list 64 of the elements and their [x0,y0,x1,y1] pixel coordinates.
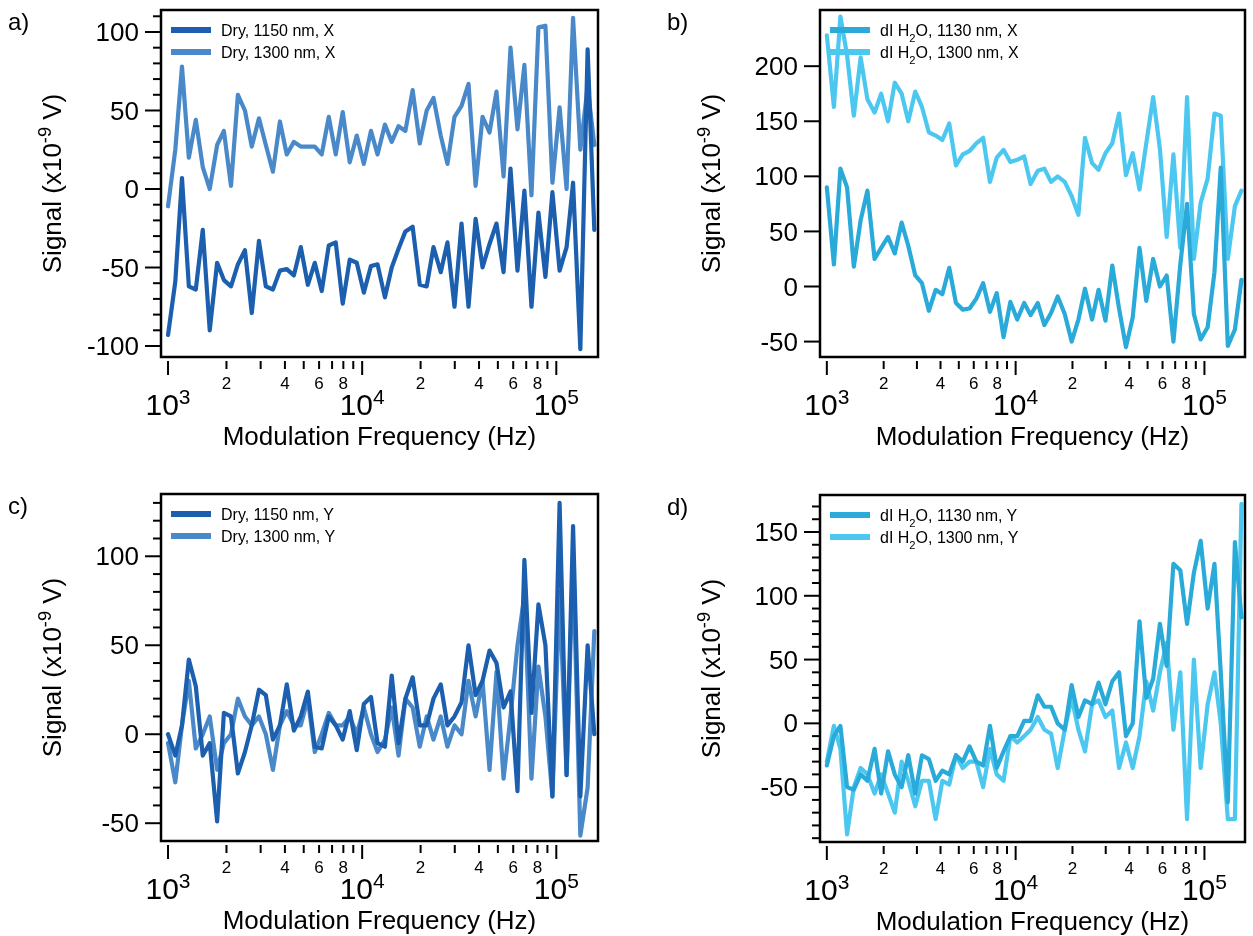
text: 2 [221,858,232,877]
y-tick-label: 200 [754,51,798,82]
y-tick-label: 50 [110,630,139,661]
x-axis-title: Modulation Frequency (Hz) [222,905,537,935]
text: 6 [314,374,324,393]
legend-label: Dry, 1150 nm, X [221,21,335,39]
y-tick-label: -50 [101,808,139,839]
x-tick-label: 10$^{3}$ [145,868,191,905]
text: 4 [280,858,290,877]
text: 2 [415,374,426,393]
text: 6 [508,374,518,393]
text: 4 [474,858,484,877]
x-axis-title: Modulation Frequency (Hz) [875,421,1190,451]
text: 2 [878,859,889,878]
x-tick-label: 10$^{3}$ [145,384,191,421]
legend-label: Dry, 1300 nm, X [221,43,336,61]
text: 4 [1124,859,1135,878]
legend-label: dI H$_{2}$O, 1130 nm, Y [880,506,1018,529]
y-tick-label: -50 [101,252,139,283]
text: 4 [474,374,484,393]
y-tick-label: 100 [95,17,139,48]
y-tick-label: 50 [769,644,798,675]
y-tick-label: 50 [110,95,139,126]
y-tick-label: -50 [760,326,798,357]
legend-label: dI H$_{2}$O, 1300 nm, X [880,43,1020,66]
y-tick-label: 150 [754,106,798,137]
text: 6 [314,858,324,877]
y-tick-label: 0 [783,708,798,739]
legend-label: dI H$_{2}$O, 1300 nm, Y [880,528,1019,551]
text: 6 [969,374,979,393]
y-tick-label: -50 [760,772,798,803]
chart-title: a) [8,8,30,35]
text: 6 [1157,859,1168,878]
y-tick-label: 0 [124,719,139,750]
x-tick-label: 10$^{3}$ [804,869,850,906]
x-axis-title: Modulation Frequency (Hz) [222,421,537,451]
text: 4 [1124,374,1135,393]
text: 6 [969,859,979,878]
text: 4 [935,859,946,878]
text: 4 [935,374,946,393]
x-tick-label: 10$^{3}$ [804,384,850,421]
text: 6 [1157,374,1168,393]
text: 2 [1067,859,1078,878]
chart-title: b) [667,8,689,35]
y-tick-label: 150 [754,517,798,548]
y-tick-label: 100 [754,580,798,611]
y-tick-label: -100 [86,331,139,362]
legend-label: dI H$_{2}$O, 1130 nm, X [880,21,1018,44]
chart-title: c) [8,492,28,519]
text: 2 [1067,374,1078,393]
text: 2 [221,374,232,393]
text: 2 [415,858,426,877]
text: 6 [508,858,518,877]
y-tick-label: 100 [95,541,139,572]
legend-label: Dry, 1300 nm, Y [221,527,336,545]
x-axis-title: Modulation Frequency (Hz) [875,906,1190,936]
y-tick-label: 0 [783,271,798,302]
y-tick-label: 100 [754,161,798,192]
legend-label: Dry, 1150 nm, Y [221,505,335,523]
chart-title: d) [667,493,689,520]
text: 2 [878,374,889,393]
y-tick-label: 50 [769,216,798,247]
text: 4 [280,374,290,393]
y-tick-label: 0 [124,174,139,205]
